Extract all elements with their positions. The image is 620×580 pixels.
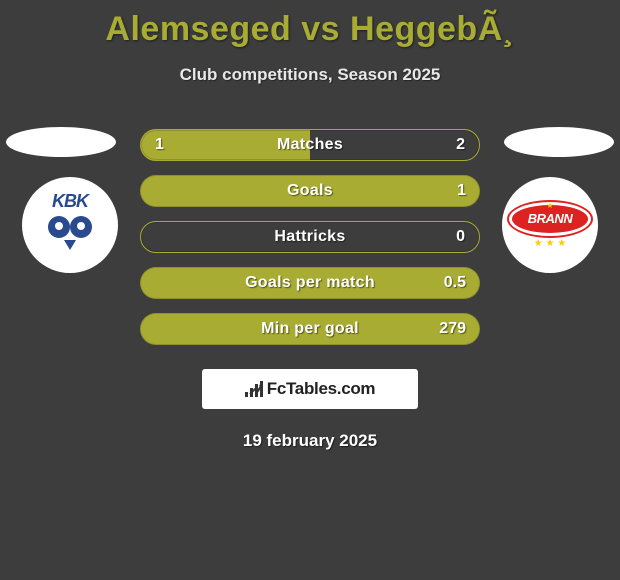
logo-text: FcTables.com (267, 379, 376, 399)
stat-bar-matches: 1 Matches 2 (140, 129, 480, 161)
brann-badge-text: BRANN (528, 211, 572, 226)
stat-bar-goals: Goals 1 (140, 175, 480, 207)
comparison-area: KBK ★ BRANN ★ ★ ★ 1 Matches 2 Goals 1 (0, 127, 620, 451)
right-player-photo-placeholder (504, 127, 614, 157)
left-player-photo-placeholder (6, 127, 116, 157)
brann-oval-icon: ★ BRANN (509, 202, 591, 236)
subtitle: Club competitions, Season 2025 (0, 65, 620, 85)
stat-bar-goals-per-match: Goals per match 0.5 (140, 267, 480, 299)
stat-label: Hattricks (274, 228, 345, 246)
kbk-badge-text: KBK (52, 191, 88, 212)
stat-right-value: 279 (439, 320, 466, 338)
right-team-badge: ★ BRANN ★ ★ ★ (502, 177, 598, 273)
stat-right-value: 2 (456, 136, 465, 154)
stat-left-value: 1 (155, 136, 164, 154)
kbk-owl-icon: KBK (30, 185, 110, 265)
stat-right-value: 0 (456, 228, 465, 246)
left-team-badge: KBK (22, 177, 118, 273)
stat-right-value: 0.5 (444, 274, 466, 292)
stat-bar-min-per-goal: Min per goal 279 (140, 313, 480, 345)
page-title: Alemseged vs HeggebÃ¸ (0, 0, 620, 49)
stat-label: Goals per match (245, 274, 375, 292)
stat-bar-hattricks: Hattricks 0 (140, 221, 480, 253)
stat-label: Min per goal (261, 320, 359, 338)
stat-label: Matches (277, 136, 343, 154)
stat-label: Goals (287, 182, 333, 200)
stat-right-value: 1 (457, 182, 466, 200)
date-label: 19 february 2025 (0, 431, 620, 451)
fctables-logo: FcTables.com (202, 369, 418, 409)
brann-stars-icon: ★ ★ ★ (534, 238, 566, 249)
logo-arrow-icon (249, 381, 263, 397)
stat-bars: 1 Matches 2 Goals 1 Hattricks 0 Goals pe… (140, 127, 480, 345)
